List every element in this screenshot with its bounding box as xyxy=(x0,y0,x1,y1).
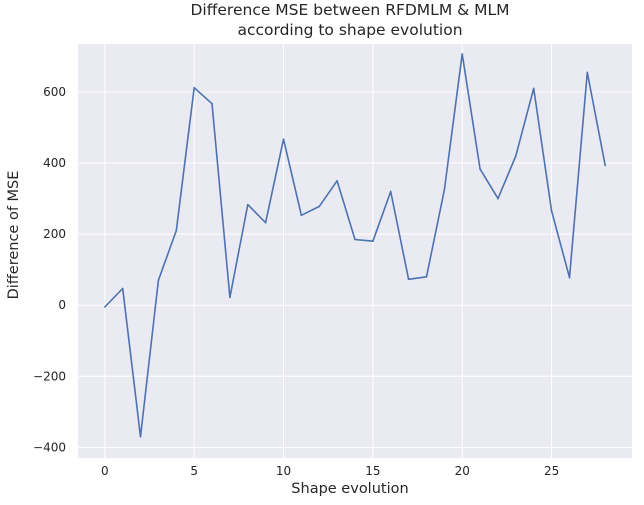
data-point xyxy=(157,279,160,282)
data-point xyxy=(604,164,606,167)
data-point xyxy=(354,238,356,241)
x-tick-label: 25 xyxy=(544,464,559,478)
y-axis-label: Difference of MSE xyxy=(6,171,22,300)
data-point xyxy=(282,138,285,141)
data-point xyxy=(550,210,553,212)
data-point xyxy=(443,188,446,191)
x-axis-label: Shape evolution xyxy=(291,481,408,497)
data-point xyxy=(532,87,535,90)
x-tick-label: 5 xyxy=(190,464,198,478)
y-tick-label: 600 xyxy=(43,85,66,99)
x-tick-label: 20 xyxy=(455,464,470,478)
data-point xyxy=(229,296,231,299)
data-point xyxy=(175,229,178,232)
data-point xyxy=(193,86,195,89)
y-tick-label: −200 xyxy=(33,369,66,383)
data-point xyxy=(497,197,499,200)
data-point xyxy=(336,180,338,182)
y-tick-label: 0 xyxy=(58,298,66,312)
data-point xyxy=(568,276,571,279)
data-point xyxy=(264,221,267,224)
series-group xyxy=(104,53,606,438)
x-tick-label: 0 xyxy=(101,464,109,478)
data-point xyxy=(246,203,249,206)
x-tick-labels: 0 5 10 15 20 25 xyxy=(101,464,559,478)
data-point xyxy=(121,287,124,290)
data-point xyxy=(407,278,410,281)
grid xyxy=(78,44,632,458)
data-point xyxy=(389,190,392,193)
data-point xyxy=(211,102,213,105)
data-point xyxy=(139,435,142,438)
x-tick-label: 10 xyxy=(276,464,291,478)
chart-title-line-1: Difference MSE between RFDMLM & MLM xyxy=(190,1,509,19)
plot-area xyxy=(78,44,632,458)
data-point xyxy=(104,306,106,308)
chart-title-line-2: according to shape evolution xyxy=(237,21,462,39)
y-tick-label: 200 xyxy=(43,227,66,241)
data-point xyxy=(586,71,589,74)
y-tick-labels: −400 −200 0 200 400 600 xyxy=(33,85,66,454)
data-point xyxy=(318,205,321,208)
data-point xyxy=(300,214,303,217)
y-tick-label: 400 xyxy=(43,156,66,170)
data-point xyxy=(515,155,517,157)
y-tick-label: −400 xyxy=(33,440,66,454)
data-point xyxy=(372,240,374,243)
data-point xyxy=(461,53,464,55)
x-tick-label: 15 xyxy=(365,464,380,478)
data-point xyxy=(479,168,481,170)
data-point xyxy=(425,275,428,278)
